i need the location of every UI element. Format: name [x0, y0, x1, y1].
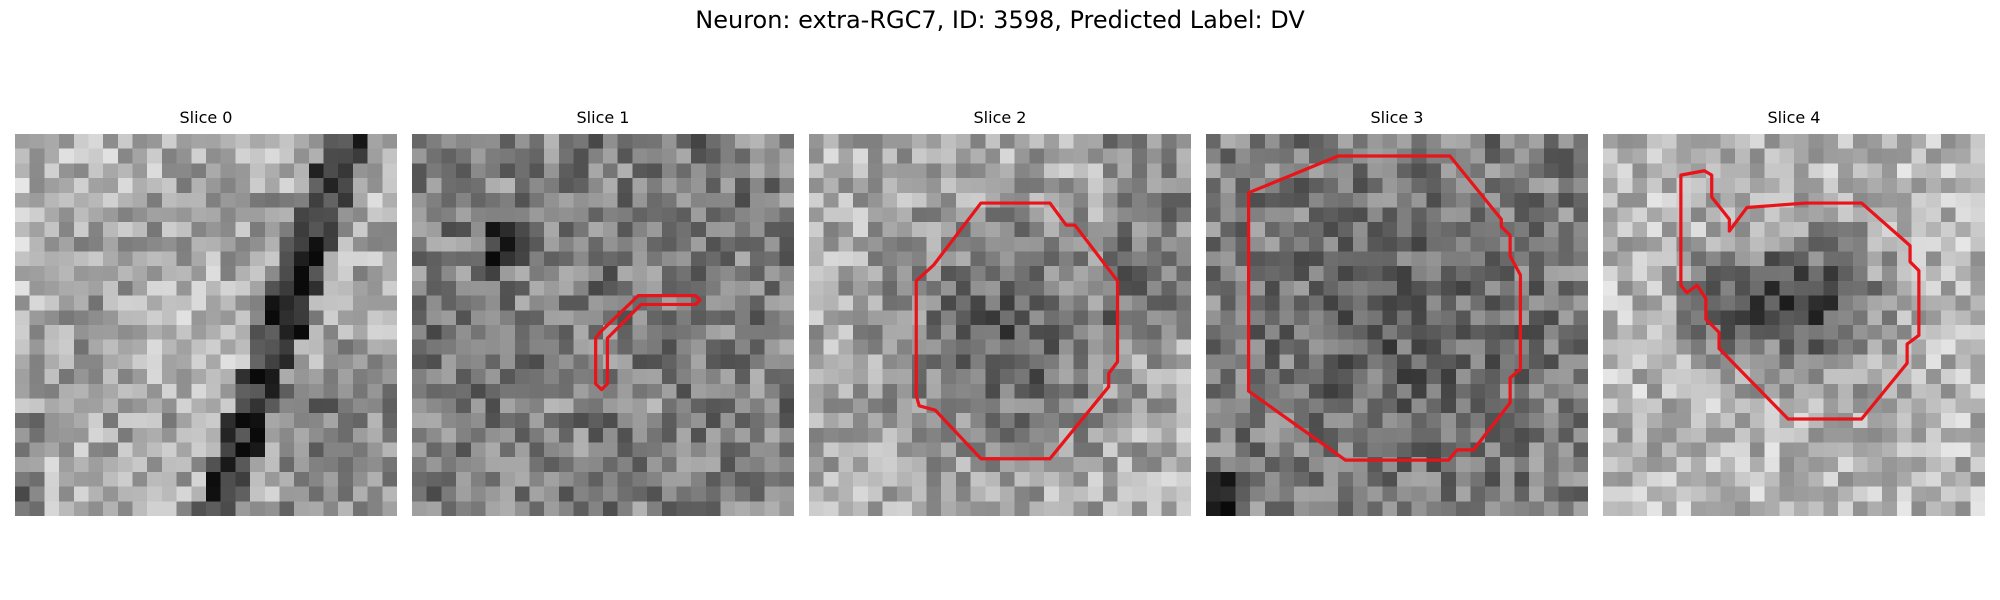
slice-image — [412, 134, 794, 516]
segmentation-contour — [1246, 154, 1523, 462]
segmentation-contour — [594, 293, 702, 392]
slice-title: Slice 1 — [576, 108, 630, 127]
slice-title: Slice 2 — [973, 108, 1027, 127]
figure-title: Neuron: extra-RGC7, ID: 3598, Predicted … — [695, 6, 1305, 34]
grayscale-slice-image — [15, 134, 397, 516]
segmentation-contour — [914, 201, 1120, 461]
slice-panel-2: Slice 2 — [809, 108, 1191, 516]
grayscale-slice-image — [809, 134, 1191, 516]
slice-panel-4: Slice 4 — [1603, 108, 1985, 516]
slice-panel-3: Slice 3 — [1206, 108, 1588, 516]
slice-image — [15, 134, 397, 516]
slice-title: Slice 3 — [1370, 108, 1424, 127]
slice-panel-1: Slice 1 — [412, 108, 794, 516]
grayscale-slice-image — [412, 134, 794, 516]
slice-panel-0: Slice 0 — [15, 108, 397, 516]
segmentation-contour — [1679, 169, 1921, 421]
slice-title: Slice 4 — [1767, 108, 1821, 127]
slice-title: Slice 0 — [179, 108, 233, 127]
slice-image — [809, 134, 1191, 516]
slice-image — [1206, 134, 1588, 516]
grayscale-slice-image — [1206, 134, 1588, 516]
grayscale-slice-image — [1603, 134, 1985, 516]
slice-image — [1603, 134, 1985, 516]
